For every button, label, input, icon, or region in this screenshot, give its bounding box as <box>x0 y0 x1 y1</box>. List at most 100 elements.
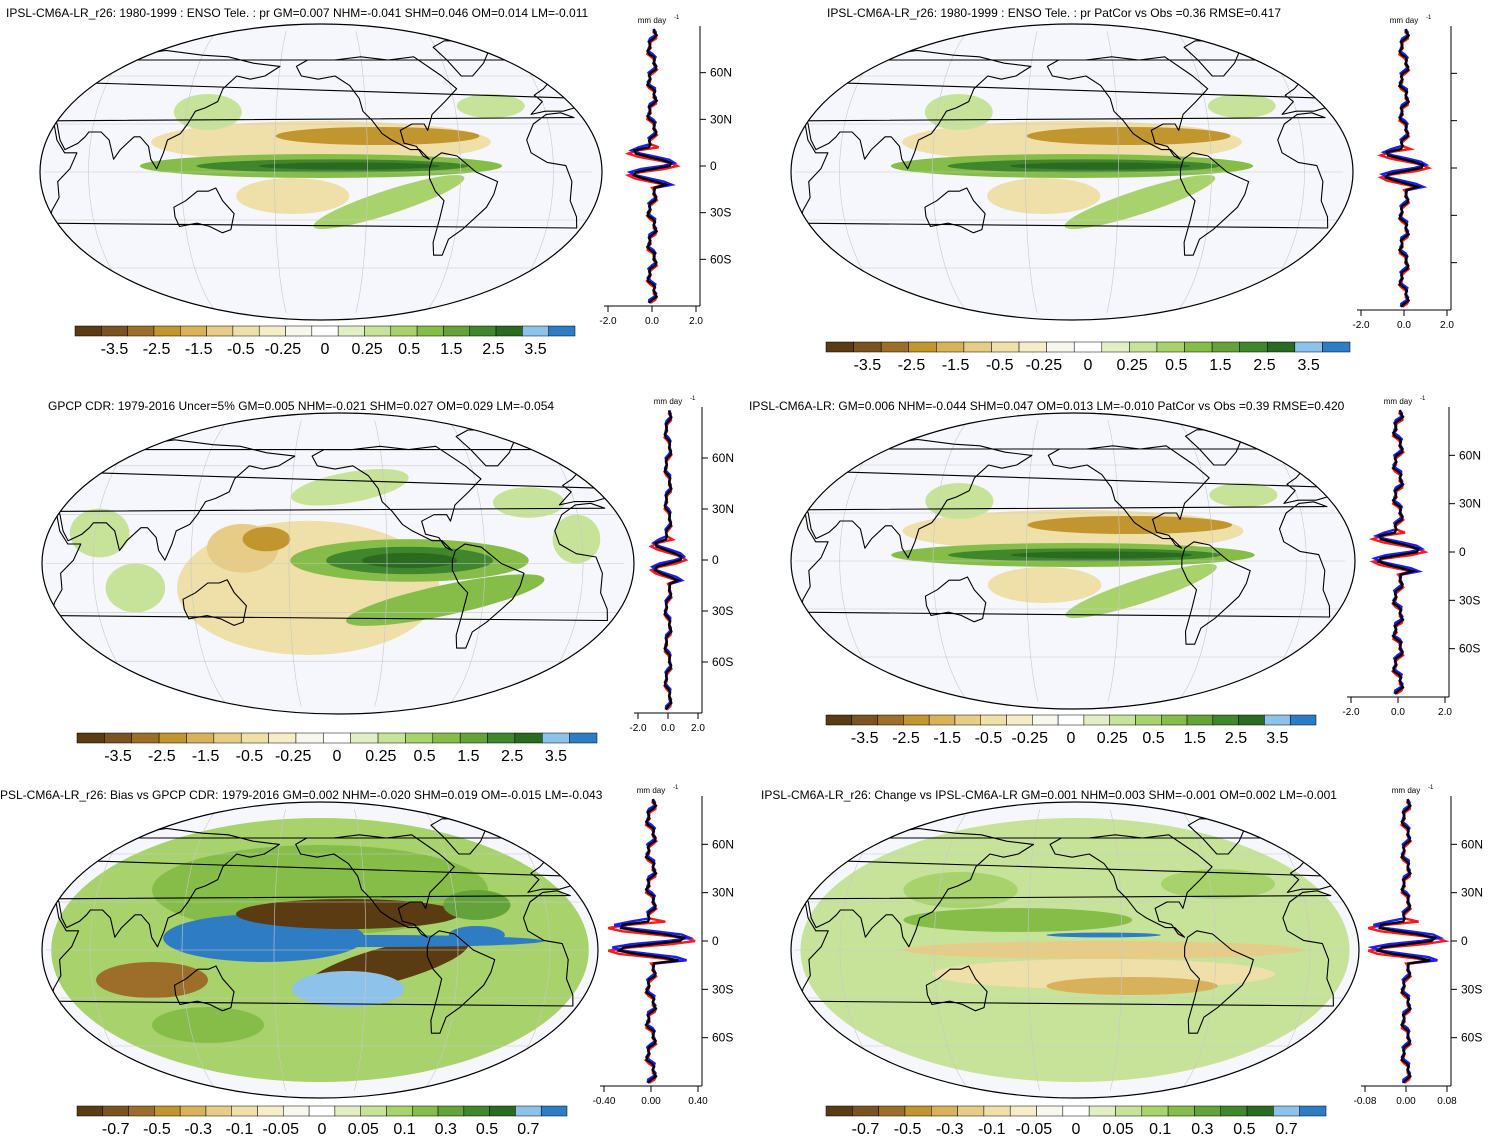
colorbar-label: 0 <box>333 748 342 765</box>
colorbar-label: 0.1 <box>1149 1121 1171 1138</box>
coastline-samerica <box>1184 930 1254 1034</box>
colorbar-swatch <box>495 325 523 337</box>
zonal-mean-profile: mm day -1 60N 30N 0 30S 60S -2.0 0.0 2.0 <box>1342 396 1481 718</box>
lat-tick-label: 60N <box>1459 448 1481 462</box>
colorbar-label: -0.5 <box>975 730 1003 747</box>
colorbar-label: 0 <box>1072 1121 1081 1138</box>
longitude-line <box>1175 31 1212 313</box>
longitude-line <box>494 30 554 314</box>
colorbar-swatch <box>1101 341 1130 353</box>
coastlines <box>48 40 583 256</box>
colorbar-swatch <box>334 1105 361 1117</box>
profile-unit-label: mm day <box>638 16 666 25</box>
longitude-line <box>273 809 286 1091</box>
coastline-australia <box>924 576 987 623</box>
coastline-australia <box>925 965 988 1012</box>
colorbar-swatch <box>1036 1105 1064 1117</box>
colorbar-label: -0.25 <box>1012 730 1049 747</box>
x-tick-label: 0.0 <box>1391 707 1405 718</box>
longitude-line <box>288 420 302 707</box>
colorbar-label: 0.5 <box>1142 730 1164 747</box>
x-tick-label: -2.0 <box>1342 707 1360 718</box>
colorbar-label: 0.5 <box>1233 1121 1255 1138</box>
colorbar-swatch <box>206 325 234 337</box>
colorbar-swatch <box>102 1105 129 1117</box>
colorbar-swatch <box>983 1105 1011 1117</box>
colorbar-swatch <box>1289 714 1317 726</box>
coastline-australia <box>182 579 247 626</box>
colorbar-swatch <box>515 1105 542 1117</box>
x-tick-label: -0.08 <box>1354 1096 1377 1107</box>
coastline-namerica <box>311 445 482 552</box>
colorbar-label: 2.5 <box>501 748 523 765</box>
colorbar-swatch <box>432 732 461 744</box>
colorbar-label: 0.05 <box>1103 1121 1134 1138</box>
colorbar-label: 0.25 <box>1117 357 1148 374</box>
field-patch <box>925 483 994 519</box>
map-field <box>794 808 1350 1092</box>
longitude-line <box>181 31 218 313</box>
x-tick-label: 0.40 <box>688 1096 708 1107</box>
colorbar-label: 0.7 <box>517 1121 539 1138</box>
colorbar-label: -3.5 <box>854 357 882 374</box>
colorbar-label: -2.5 <box>898 357 926 374</box>
colorbar-label: 3.5 <box>1298 357 1320 374</box>
world-map <box>790 23 1354 321</box>
colorbar-swatch <box>980 714 1007 726</box>
longitude-line <box>190 420 229 707</box>
colorbar-label: -0.25 <box>265 341 302 358</box>
world-map <box>790 801 1360 1099</box>
field-patch <box>96 962 208 998</box>
longitude-line <box>1177 420 1214 702</box>
colorbar-swatch <box>337 325 365 337</box>
colorbar: -0.7 -0.5 -0.3 -0.1 -0.05 0 0.05 0.1 0.3 0.5 0.7 <box>76 1105 568 1138</box>
coastline-samerica <box>1181 541 1251 645</box>
colorbar-label: -0.3 <box>936 1121 964 1138</box>
colorbar-swatch <box>308 1105 336 1117</box>
colorbar-swatch <box>1212 714 1239 726</box>
colorbar-swatch <box>459 732 488 744</box>
coastline-australia <box>924 187 986 234</box>
colorbar-swatch <box>437 1105 465 1117</box>
coastline-australia <box>173 187 235 234</box>
colorbar-label: -0.7 <box>102 1121 130 1138</box>
colorbar-swatch <box>825 714 853 726</box>
map-field <box>794 30 1344 314</box>
colorbar-swatch <box>991 341 1020 353</box>
world-map <box>41 801 599 1099</box>
colorbar-label: 0 <box>321 341 330 358</box>
longitude-line <box>932 420 969 702</box>
colorbar-swatch <box>1057 714 1085 726</box>
field-patch <box>258 162 440 170</box>
colorbar-label: -0.5 <box>894 1121 922 1138</box>
colorbar-swatch <box>548 325 576 337</box>
graticule <box>794 30 1344 314</box>
colorbar-swatch <box>1161 714 1188 726</box>
field-patch <box>173 94 242 130</box>
x-tick-label: 0.08 <box>1437 1096 1457 1107</box>
colorbar-swatch <box>1115 1105 1143 1117</box>
colorbar-swatch <box>1246 1105 1274 1117</box>
colorbar-swatch <box>158 732 187 744</box>
panel-title: IPSL-CM6A-LR_r26: 1980-1999 : ENSO Tele.… <box>6 6 589 20</box>
colorbar-swatch <box>360 1105 387 1117</box>
colorbar-swatch <box>1239 341 1268 353</box>
colorbar-swatch <box>1032 714 1059 726</box>
world-map <box>790 412 1356 710</box>
colorbar-label: 2.5 <box>1225 730 1247 747</box>
longitude-line <box>274 31 287 313</box>
field-patch <box>1207 94 1276 118</box>
colorbar-swatch <box>283 1105 310 1117</box>
lat-tick-label: 60S <box>1461 1031 1482 1045</box>
field-patch <box>903 908 1133 932</box>
profile-unit-label: mm day <box>1392 786 1420 795</box>
x-tick-label: 2.0 <box>1440 320 1454 331</box>
coastline-samerica <box>1179 152 1250 256</box>
profile-unit-label: mm day <box>1390 16 1418 25</box>
colorbar-swatch <box>1135 714 1162 726</box>
lat-tick-label: 60N <box>712 837 734 851</box>
x-tick-label: 0.0 <box>1397 320 1411 331</box>
panel-title: PSL-CM6A-LR_r26: Bias vs GPCP CDR: 1979-… <box>0 788 603 802</box>
colorbar-swatch <box>928 714 956 726</box>
colorbar-swatch <box>268 732 297 744</box>
